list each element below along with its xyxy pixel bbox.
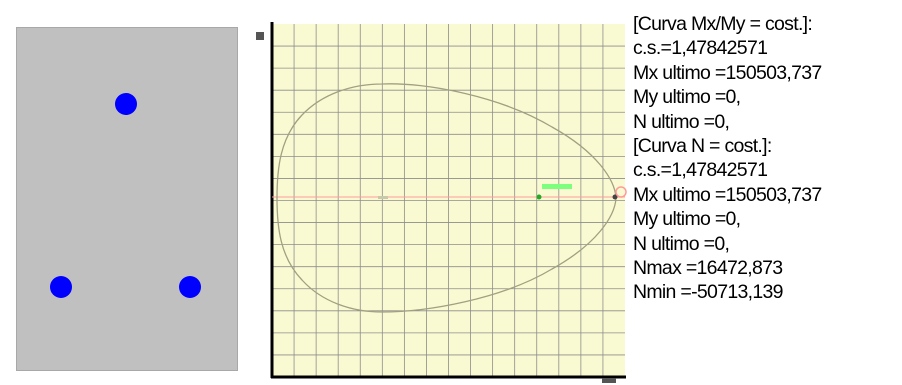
interaction-curve	[276, 83, 617, 313]
result-line: My ultimo =0,	[633, 86, 741, 109]
rebar-bottom-right	[179, 276, 201, 298]
result-line: My ultimo =0,	[633, 208, 741, 231]
current-point	[536, 194, 542, 200]
cross-section-panel	[16, 27, 238, 371]
result-line: Nmin =-50713,139	[633, 281, 783, 304]
chart-grid	[272, 24, 625, 377]
result-line: Nmax =16472,873	[633, 256, 783, 279]
current-point-label	[542, 184, 572, 189]
x-axis-label-mark	[602, 378, 616, 383]
result-line: c.s.=1,47842571	[633, 37, 768, 60]
result-line: Mx ultimo =150503,737	[633, 61, 822, 84]
y-axis-label-mark	[256, 32, 264, 40]
ultimate-point-ring	[615, 186, 627, 198]
interaction-diagram	[256, 22, 627, 383]
origin-marker	[378, 196, 388, 199]
results-panel: [Curva Mx/My = cost.]: c.s.=1,47842571 M…	[633, 12, 902, 305]
result-line: c.s.=1,47842571	[633, 159, 768, 182]
result-line: N ultimo =0,	[633, 232, 730, 255]
ultimate-point	[612, 194, 618, 200]
result-line: N ultimo =0,	[633, 110, 730, 133]
rebar-top	[115, 93, 137, 115]
result-line: Mx ultimo =150503,737	[633, 183, 822, 206]
result-line: [Curva Mx/My = cost.]:	[633, 13, 813, 35]
result-line: [Curva N = cost.]:	[633, 134, 772, 157]
rebar-bottom-left	[50, 276, 72, 298]
